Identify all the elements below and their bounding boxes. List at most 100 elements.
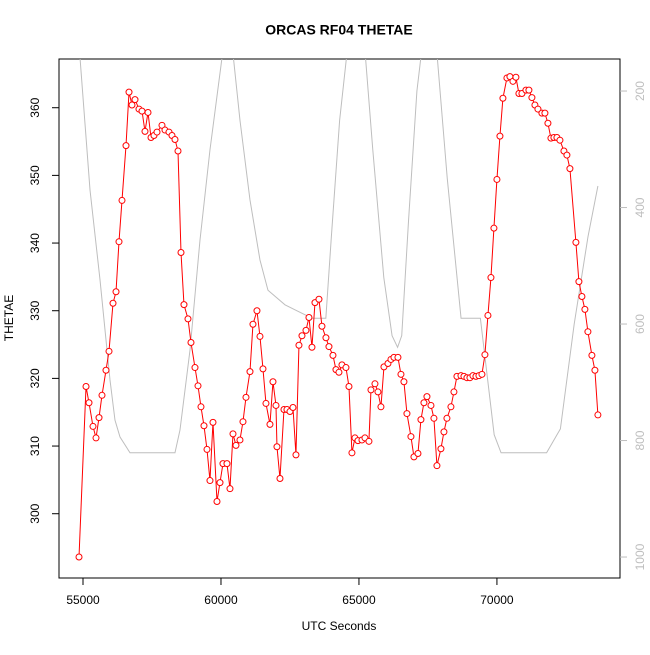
data-point: [232, 441, 240, 449]
data-point: [342, 364, 350, 372]
data-point: [203, 445, 211, 453]
data-point: [325, 343, 333, 351]
data-point: [246, 368, 254, 376]
data-point: [575, 278, 583, 286]
data-point: [315, 295, 323, 303]
data-point: [443, 414, 451, 422]
data-point: [335, 368, 343, 376]
data-point: [496, 132, 504, 140]
data-point: [318, 322, 326, 330]
data-point: [572, 238, 580, 246]
data-point: [115, 238, 123, 246]
y2-tick-label: 200: [633, 81, 647, 101]
plot-area: [75, 59, 602, 561]
data-point: [213, 498, 221, 506]
y-tick-label: 330: [28, 300, 42, 320]
y2-tick-label: 800: [633, 430, 647, 450]
data-point: [433, 462, 441, 470]
data-point: [544, 119, 552, 127]
data-point: [180, 301, 188, 309]
data-point: [403, 410, 411, 418]
y-axis-label: THETAE: [2, 295, 16, 341]
data-point: [437, 445, 445, 453]
data-point: [588, 351, 596, 359]
data-point: [102, 366, 110, 374]
data-point: [122, 142, 130, 150]
data-point: [499, 94, 507, 102]
data-point: [266, 420, 274, 428]
data-point: [118, 196, 126, 204]
y-tick-label: 320: [28, 368, 42, 388]
data-point: [153, 128, 161, 136]
data-point: [367, 386, 375, 394]
data-point: [478, 370, 486, 378]
data-point: [581, 305, 589, 313]
data-point: [345, 383, 353, 391]
series-line: [79, 59, 599, 454]
data-point: [98, 391, 106, 399]
data-point: [322, 334, 330, 342]
y-tick-label: 300: [28, 503, 42, 523]
data-point: [171, 136, 179, 144]
data-point: [377, 403, 385, 411]
data-point: [128, 101, 136, 109]
data-point: [423, 393, 431, 401]
data-point: [305, 313, 313, 321]
y2-tick-label: 600: [633, 314, 647, 334]
data-point: [177, 249, 185, 257]
data-point: [566, 165, 574, 173]
data-point: [450, 388, 458, 396]
data-point: [109, 299, 117, 307]
data-point: [481, 351, 489, 359]
data-point: [487, 274, 495, 282]
data-point: [430, 414, 438, 422]
data-point: [216, 479, 224, 487]
data-point: [484, 311, 492, 319]
x-tick-label: 55000: [66, 593, 100, 607]
data-point: [525, 86, 533, 94]
data-point: [556, 136, 564, 144]
data-point: [329, 351, 337, 359]
data-point: [407, 433, 415, 441]
data-point: [365, 437, 373, 445]
data-point: [223, 460, 231, 468]
data-point: [512, 73, 520, 81]
data-point: [440, 428, 448, 436]
data-point: [184, 315, 192, 323]
data-point: [174, 147, 182, 155]
data-point: [493, 175, 501, 183]
data-point: [141, 127, 149, 135]
data-point: [541, 109, 549, 117]
data-point: [298, 332, 306, 340]
data-point: [292, 451, 300, 459]
data-point: [397, 370, 405, 378]
data-point: [259, 365, 267, 373]
data-point: [256, 332, 264, 340]
data-point: [187, 339, 195, 347]
data-point: [414, 449, 422, 457]
data-point: [105, 347, 113, 355]
data-point: [269, 378, 277, 386]
data-point: [75, 553, 83, 561]
data-point: [144, 108, 152, 116]
data-point: [191, 364, 199, 372]
data-point: [534, 105, 542, 113]
data-point: [131, 96, 139, 104]
data-point: [273, 443, 281, 451]
data-point: [226, 485, 234, 493]
data-point: [394, 353, 402, 361]
data-point: [417, 416, 425, 424]
data-point: [206, 477, 214, 485]
data-point: [229, 430, 237, 438]
data-point: [253, 307, 261, 315]
data-point: [308, 343, 316, 351]
data-point: [92, 434, 100, 442]
data-point: [584, 328, 592, 336]
data-point: [242, 393, 250, 401]
data-point: [138, 107, 146, 115]
x-tick-label: 65000: [342, 593, 376, 607]
data-point: [420, 399, 428, 407]
data-point: [302, 326, 310, 334]
y-tick-label: 310: [28, 436, 42, 456]
